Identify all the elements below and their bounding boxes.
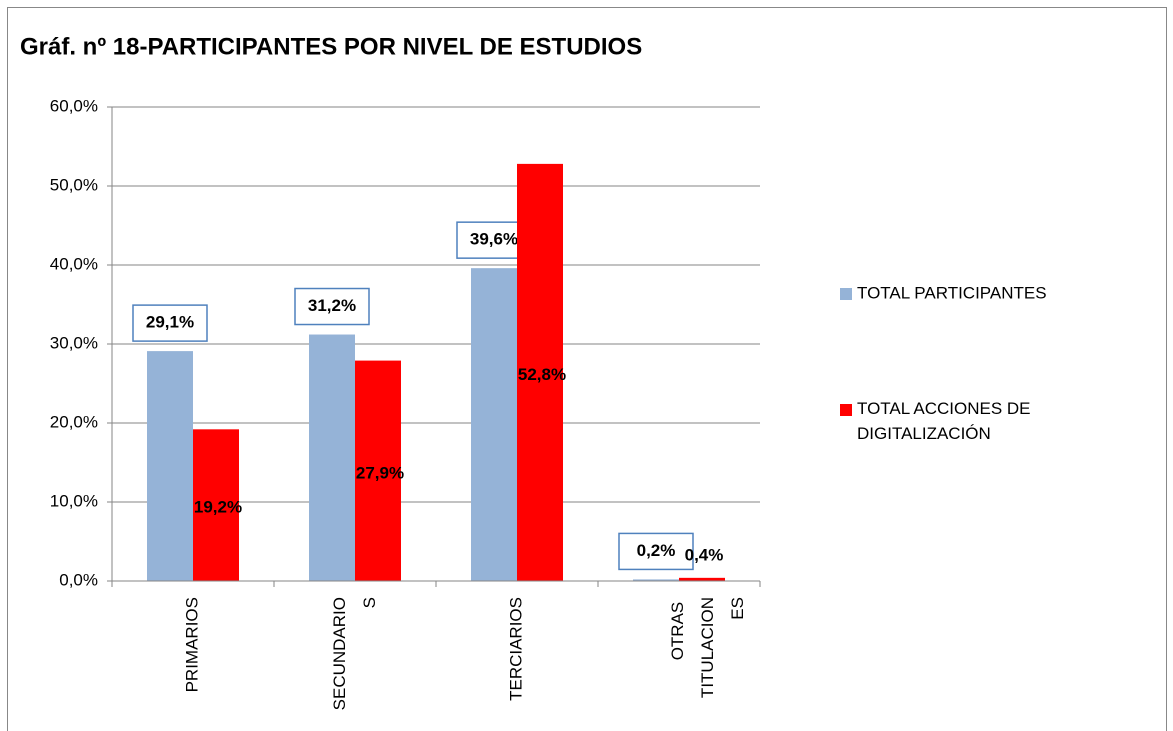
- y-tick-label: 30,0%: [50, 333, 98, 352]
- bar: [147, 351, 193, 581]
- bar: [679, 577, 725, 581]
- chart-frame: [7, 7, 1167, 731]
- y-tick-label: 50,0%: [50, 175, 98, 194]
- data-label: 29,1%: [146, 313, 194, 332]
- bar: [471, 268, 517, 581]
- y-tick-label: 40,0%: [50, 254, 98, 273]
- bar: [355, 360, 401, 581]
- data-label: 31,2%: [308, 296, 356, 315]
- bar: [517, 163, 563, 581]
- y-tick-label: 0,0%: [59, 570, 98, 589]
- legend-label: TOTAL PARTICIPANTES: [857, 283, 1047, 302]
- chart-title: Gráf. nº 18-PARTICIPANTES POR NIVEL DE E…: [20, 33, 642, 60]
- data-label: 27,9%: [356, 463, 404, 482]
- data-label-box: [132, 304, 208, 342]
- bar: [309, 334, 355, 581]
- data-label-box: [618, 532, 694, 571]
- bar: [633, 579, 679, 581]
- data-label-box: [294, 287, 370, 326]
- data-label: 19,2%: [194, 498, 242, 517]
- legend-label: TOTAL ACCIONES DE DIGITALIZACIÓN: [857, 399, 1035, 443]
- legend-swatch: [840, 288, 852, 300]
- data-label: 0,4%: [685, 545, 724, 564]
- data-label: 52,8%: [518, 365, 566, 384]
- x-tick-label: TERCIARIOS: [506, 597, 525, 701]
- x-tick-label: OTRAS TITULACION ES: [668, 597, 747, 698]
- bar: [193, 429, 239, 581]
- data-label: 39,6%: [470, 230, 518, 249]
- y-tick-label: 20,0%: [50, 412, 98, 431]
- legend-swatch: [840, 404, 852, 416]
- y-tick-label: 60,0%: [50, 96, 98, 115]
- x-tick-label: PRIMARIOS: [182, 597, 201, 692]
- y-tick-label: 10,0%: [50, 491, 98, 510]
- data-label: 0,2%: [637, 541, 676, 560]
- x-tick-label: SECUNDARIO S: [330, 597, 379, 710]
